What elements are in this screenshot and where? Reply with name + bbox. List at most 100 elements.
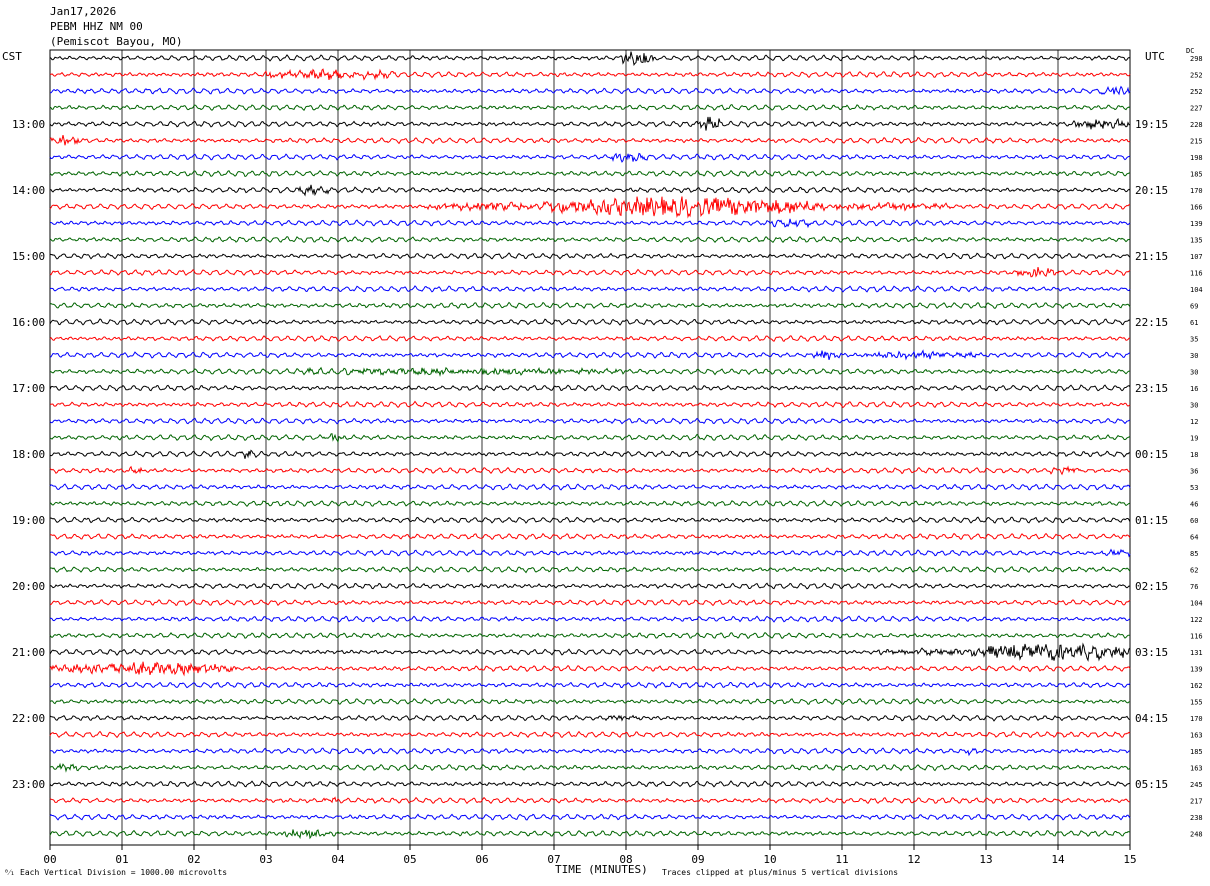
utc-hour-label: 04:15 bbox=[1135, 712, 1168, 725]
x-tick-label: 15 bbox=[1123, 853, 1136, 866]
trace-line bbox=[49, 301, 1131, 310]
trace-line bbox=[49, 762, 1131, 773]
dc-offset-labels: 298 252 252 227 228 215 198 185 170 166 139 135 107 1… bbox=[1190, 55, 1203, 839]
trace-line bbox=[50, 400, 1131, 409]
trace-line bbox=[49, 747, 1131, 757]
dc-header-label: DC bbox=[1186, 47, 1195, 55]
trace-line bbox=[49, 235, 1131, 244]
trace-line bbox=[49, 335, 1131, 342]
dc-offset-label: 131 bbox=[1190, 649, 1203, 657]
utc-hour-label: 05:15 bbox=[1135, 778, 1168, 791]
dc-offset-label: 46 bbox=[1190, 501, 1198, 509]
cst-hour-label: 14:00 bbox=[12, 184, 45, 197]
utc-hour-label: 01:15 bbox=[1135, 514, 1168, 527]
cst-hour-label: 22:00 bbox=[12, 712, 45, 725]
utc-hour-label: 23:15 bbox=[1135, 382, 1168, 395]
x-tick-label: 03 bbox=[259, 853, 272, 866]
trace-line bbox=[49, 697, 1131, 705]
dc-offset-label: 198 bbox=[1190, 154, 1203, 162]
x-tick-label: 05 bbox=[403, 853, 416, 866]
trace-line bbox=[49, 516, 1131, 524]
trace-line bbox=[49, 266, 1131, 278]
trace-line bbox=[49, 68, 1131, 81]
dc-offset-label: 30 bbox=[1190, 352, 1198, 360]
trace-line bbox=[49, 104, 1131, 111]
x-tick-label: 01 bbox=[115, 853, 128, 866]
dc-offset-label: 155 bbox=[1190, 699, 1203, 707]
dc-offset-label: 30 bbox=[1190, 369, 1198, 377]
trace-line bbox=[49, 565, 1131, 574]
dc-offset-label: 30 bbox=[1190, 402, 1198, 410]
dc-offset-label: 53 bbox=[1190, 484, 1198, 492]
trace-line bbox=[49, 632, 1131, 639]
trace-line bbox=[49, 116, 1131, 131]
trace-line bbox=[49, 384, 1131, 392]
dc-offset-label: 107 bbox=[1190, 253, 1203, 261]
dc-offset-label: 104 bbox=[1190, 600, 1203, 608]
corner-mark: ⁰⁄₁ bbox=[4, 868, 15, 877]
cst-hour-label: 15:00 bbox=[12, 250, 45, 263]
dc-offset-label: 135 bbox=[1190, 237, 1203, 245]
dc-offset-label: 245 bbox=[1190, 781, 1203, 789]
trace-line bbox=[49, 252, 1131, 260]
dc-offset-label: 163 bbox=[1190, 732, 1203, 740]
dc-offset-label: 62 bbox=[1190, 567, 1198, 575]
dc-offset-label: 69 bbox=[1190, 303, 1198, 311]
dc-offset-label: 227 bbox=[1190, 105, 1203, 113]
dc-offset-label: 35 bbox=[1190, 336, 1198, 344]
trace-line bbox=[49, 134, 1131, 146]
cst-hour-labels: 13:00 14:00 15:00 16:00 17:00 18:00 19:00 20:00… bbox=[12, 118, 45, 791]
dc-offset-label: 248 bbox=[1190, 831, 1203, 839]
trace-line bbox=[49, 417, 1131, 425]
dc-offset-label: 298 bbox=[1190, 55, 1203, 63]
dc-offset-label: 185 bbox=[1190, 171, 1203, 179]
x-tick-label: 08 bbox=[619, 853, 632, 866]
x-tick-label: 10 bbox=[763, 853, 776, 866]
dc-offset-label: 163 bbox=[1190, 765, 1203, 773]
trace-line bbox=[49, 681, 1131, 689]
trace-line bbox=[49, 169, 1131, 178]
minute-grid bbox=[49, 49, 1131, 846]
trace-line bbox=[50, 218, 1131, 229]
dc-offset-label: 215 bbox=[1190, 138, 1203, 146]
trace-line bbox=[49, 661, 1131, 677]
trace-line bbox=[49, 349, 1131, 361]
scale-note: Each Vertical Division = 1000.00 microvo… bbox=[20, 868, 228, 877]
cst-hour-label: 17:00 bbox=[12, 382, 45, 395]
right-timezone-label: UTC bbox=[1145, 50, 1165, 63]
dc-offset-label: 60 bbox=[1190, 517, 1198, 525]
dc-offset-label: 166 bbox=[1190, 204, 1203, 212]
trace-line bbox=[49, 548, 1131, 558]
dc-offset-label: 85 bbox=[1190, 550, 1198, 558]
dc-offset-label: 139 bbox=[1190, 666, 1203, 674]
dc-offset-label: 36 bbox=[1190, 468, 1198, 476]
cst-hour-label: 21:00 bbox=[12, 646, 45, 659]
x-tick-label: 13 bbox=[979, 853, 992, 866]
header-date: Jan17,2026 bbox=[50, 5, 117, 18]
dc-offset-label: 139 bbox=[1190, 220, 1203, 228]
x-axis-title: TIME (MINUTES) bbox=[555, 863, 648, 876]
dc-offset-label: 170 bbox=[1190, 715, 1203, 723]
trace-line bbox=[49, 51, 1131, 66]
trace-line bbox=[50, 85, 1131, 96]
utc-hour-label: 00:15 bbox=[1135, 448, 1168, 461]
plot-frame bbox=[49, 49, 1131, 846]
trace-line bbox=[49, 796, 1131, 805]
header-location: (Pemiscot Bayou, MO) bbox=[50, 35, 183, 48]
dc-offset-label: 19 bbox=[1190, 435, 1198, 443]
trace-line bbox=[49, 483, 1131, 491]
trace-line bbox=[49, 829, 1131, 840]
dc-offset-label: 116 bbox=[1190, 633, 1203, 641]
trace-line bbox=[49, 499, 1131, 508]
x-tick-label: 00 bbox=[43, 853, 56, 866]
utc-hour-label: 20:15 bbox=[1135, 184, 1168, 197]
trace-line bbox=[49, 813, 1131, 821]
cst-hour-label: 16:00 bbox=[12, 316, 45, 329]
trace-line bbox=[49, 642, 1131, 662]
dc-offset-label: 185 bbox=[1190, 748, 1203, 756]
dc-offset-label: 104 bbox=[1190, 286, 1203, 294]
dc-offset-label: 122 bbox=[1190, 616, 1203, 624]
trace-line bbox=[49, 184, 1131, 197]
x-tick-label: 11 bbox=[835, 853, 848, 866]
